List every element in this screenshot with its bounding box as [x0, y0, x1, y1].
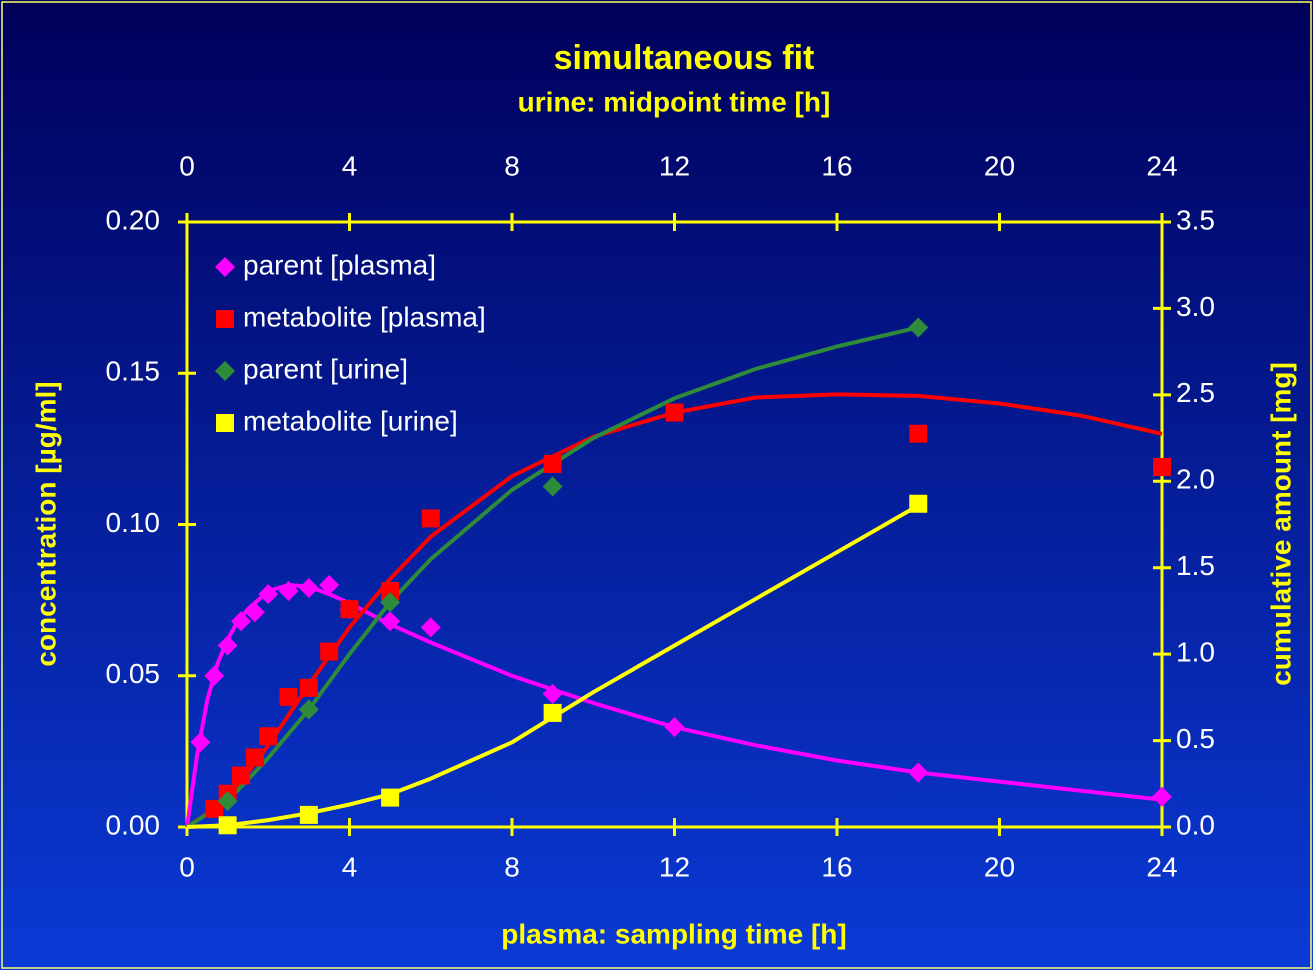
y-tick-label: 0.10: [106, 507, 161, 538]
y-tick-label: 0.15: [106, 356, 161, 387]
x2-tick-label: 0: [179, 150, 195, 181]
diamond-marker: [244, 602, 265, 623]
diamond-marker: [1152, 786, 1172, 807]
x-tick-label: 20: [984, 851, 1015, 882]
diamond-marker: [217, 635, 238, 656]
square-marker: [299, 805, 318, 824]
x2-tick-label: 8: [504, 150, 520, 181]
y-tick-label: 0.20: [106, 204, 161, 235]
square-marker: [909, 494, 928, 513]
x-tick-label: 16: [821, 851, 852, 882]
legend-label: parent [plasma]: [243, 249, 436, 280]
square-marker: [543, 455, 562, 473]
square-marker: [320, 642, 339, 661]
square-marker: [279, 687, 298, 706]
square-marker: [909, 424, 928, 443]
x-tick-label: 0: [179, 851, 195, 882]
diamond-marker: [190, 732, 211, 753]
x2-tick-label: 12: [659, 150, 690, 181]
x-tick-label: 8: [504, 851, 520, 882]
x-tick-label: 4: [342, 851, 358, 882]
x-tick-label: 12: [659, 851, 690, 882]
y2-axis-title: cumulative amount [mg]: [1265, 362, 1296, 686]
fit-line: [186, 503, 920, 829]
y2-tick-label: 1.0: [1176, 637, 1215, 668]
chart-title: simultaneous fit: [554, 39, 815, 77]
y2-tick-label: 0.5: [1176, 723, 1215, 754]
diamond-marker: [420, 617, 441, 638]
legend-label: parent [urine]: [243, 353, 408, 384]
square-marker: [232, 766, 251, 785]
square-marker: [543, 703, 562, 722]
square-marker: [665, 403, 684, 422]
square-marker: [245, 748, 264, 767]
diamond-marker: [908, 317, 929, 338]
legend-label: metabolite [plasma]: [243, 301, 486, 332]
square-marker: [205, 799, 224, 818]
legend-marker: [215, 361, 235, 381]
square-marker: [381, 788, 400, 807]
square-marker: [340, 600, 359, 619]
diamond-marker: [278, 581, 299, 602]
square-marker: [218, 816, 237, 835]
y2-tick-label: 0.0: [1176, 809, 1215, 840]
diamond-marker: [258, 584, 279, 605]
square-marker: [299, 678, 318, 697]
legend-label: metabolite [urine]: [243, 405, 458, 436]
y2-tick-label: 3.0: [1176, 291, 1215, 322]
fit-line: [185, 325, 919, 829]
square-marker: [421, 509, 440, 528]
x2-tick-label: 4: [342, 150, 358, 181]
y2-tick-label: 3.5: [1176, 204, 1215, 235]
diamond-marker: [231, 611, 252, 632]
legend-marker: [215, 257, 235, 277]
x2-tick-label: 16: [821, 150, 852, 181]
diamond-marker: [380, 611, 401, 632]
y-tick-label: 0.05: [106, 658, 161, 689]
y-tick-label: 0.00: [106, 809, 161, 840]
x-axis-title: plasma: sampling time [h]: [501, 918, 846, 949]
diamond-marker: [217, 791, 238, 812]
y-axis-title: concentration [µg/ml]: [30, 381, 61, 666]
y2-tick-label: 2.5: [1176, 377, 1215, 408]
diamond-marker: [664, 717, 685, 738]
legend-marker: [216, 414, 234, 432]
diamond-marker: [908, 762, 929, 783]
x2-tick-label: 24: [1146, 150, 1177, 181]
diamond-marker: [204, 665, 225, 686]
x2-tick-label: 20: [984, 150, 1015, 181]
diamond-marker: [380, 592, 401, 613]
diamond-marker: [542, 476, 563, 497]
diamond-marker: [542, 683, 563, 704]
x-tick-label: 24: [1146, 851, 1177, 882]
diamond-marker: [319, 575, 340, 595]
x2-axis-title: urine: midpoint time [h]: [518, 86, 831, 117]
diamond-marker: [298, 578, 319, 599]
square-marker: [259, 727, 278, 746]
square-marker: [1153, 458, 1171, 477]
y2-tick-label: 1.5: [1176, 550, 1215, 581]
legend-marker: [216, 310, 234, 328]
y2-tick-label: 2.0: [1176, 464, 1215, 495]
square-marker: [381, 582, 400, 601]
diamond-marker: [298, 699, 319, 720]
